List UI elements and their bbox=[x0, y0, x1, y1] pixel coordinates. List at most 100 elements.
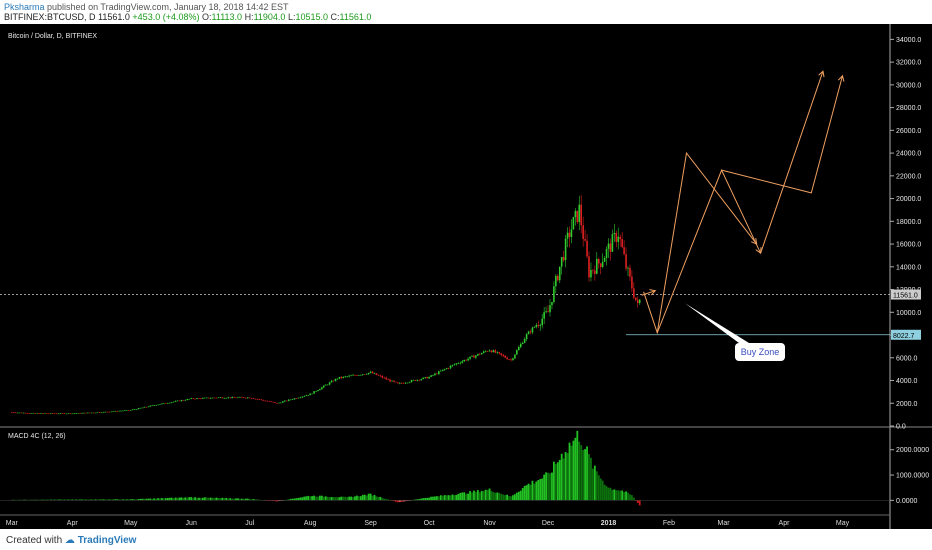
candle bbox=[157, 404, 159, 406]
candle bbox=[264, 400, 267, 402]
macd-bar bbox=[576, 430, 579, 501]
candle bbox=[594, 270, 596, 274]
macd-bar bbox=[531, 480, 534, 501]
candle bbox=[14, 412, 17, 414]
candle bbox=[523, 339, 526, 343]
candle bbox=[100, 412, 103, 414]
candle bbox=[597, 259, 600, 264]
candle bbox=[428, 376, 430, 379]
macd-bar bbox=[539, 479, 542, 501]
candle bbox=[213, 397, 216, 399]
macd-bar bbox=[26, 499, 29, 501]
candle bbox=[108, 411, 111, 413]
macd-bar bbox=[463, 492, 466, 501]
macd-bar bbox=[155, 498, 157, 501]
candle bbox=[463, 359, 465, 362]
macd-bar bbox=[196, 497, 198, 501]
macd-bar bbox=[590, 457, 592, 501]
candle bbox=[81, 413, 83, 414]
main-chart-title: Bitcoin / Dollar, D, BITFINEX bbox=[8, 33, 97, 40]
candle bbox=[621, 239, 623, 248]
macd-bar bbox=[476, 490, 479, 501]
macd-bar bbox=[609, 487, 612, 501]
author-link[interactable]: Pksharma bbox=[4, 2, 45, 12]
candle bbox=[323, 385, 325, 388]
open-label: O: bbox=[202, 12, 212, 22]
price-line-group: 11561.0 8022.7 bbox=[0, 289, 921, 340]
candle bbox=[363, 374, 366, 375]
macd-bar bbox=[517, 491, 520, 501]
candle bbox=[77, 413, 79, 414]
candle bbox=[627, 267, 629, 269]
macd-bar bbox=[36, 499, 39, 501]
projection-path bbox=[760, 71, 824, 254]
candle bbox=[486, 351, 489, 352]
macd-bar bbox=[617, 490, 620, 501]
macd-bar bbox=[225, 497, 228, 501]
candle bbox=[369, 371, 372, 373]
candle bbox=[188, 398, 191, 400]
macd-bar bbox=[172, 498, 175, 501]
x-tick-label: Apr bbox=[779, 520, 791, 527]
macd-bar bbox=[198, 497, 200, 501]
macd-bar bbox=[529, 484, 532, 501]
candle bbox=[498, 352, 501, 354]
macd-bar bbox=[124, 499, 126, 501]
macd-bar bbox=[404, 500, 407, 502]
candle bbox=[326, 384, 329, 386]
macd-bar bbox=[166, 497, 169, 501]
macd-bar bbox=[129, 499, 132, 501]
candle bbox=[430, 375, 432, 377]
projection-path bbox=[721, 75, 843, 194]
chart-area[interactable]: Bitcoin / Dollar, D, BITFINEX MACD 4C (1… bbox=[0, 24, 932, 529]
macd-bar bbox=[145, 498, 148, 501]
candle bbox=[207, 397, 210, 399]
chart-background bbox=[0, 24, 932, 529]
candle bbox=[250, 398, 253, 399]
macd-bar bbox=[580, 445, 583, 501]
macd-bar bbox=[194, 497, 196, 501]
macd-bar bbox=[215, 497, 218, 501]
candle bbox=[383, 377, 386, 379]
candle bbox=[321, 387, 323, 390]
candle bbox=[473, 355, 475, 358]
candle bbox=[537, 324, 540, 326]
x-tick-label: Jul bbox=[245, 520, 254, 527]
candle bbox=[211, 397, 214, 399]
candle bbox=[461, 361, 464, 363]
candle bbox=[342, 376, 345, 378]
candle bbox=[237, 397, 239, 399]
macd-bar bbox=[515, 492, 518, 501]
macd-bar bbox=[135, 499, 138, 501]
candle bbox=[484, 351, 487, 352]
macd-bar bbox=[597, 475, 600, 501]
candle bbox=[170, 402, 173, 403]
candle bbox=[426, 377, 428, 379]
macd-bar bbox=[572, 440, 575, 501]
tradingview-brand[interactable]: TradingView bbox=[77, 535, 137, 546]
candle bbox=[348, 375, 350, 377]
candle bbox=[350, 375, 352, 377]
candle bbox=[402, 383, 405, 384]
candle bbox=[57, 413, 60, 415]
macd-bar bbox=[73, 499, 76, 501]
macd-bar bbox=[512, 495, 514, 501]
candle bbox=[305, 395, 308, 397]
candle bbox=[141, 407, 144, 409]
candle bbox=[443, 369, 446, 370]
x-tick-label: Mar bbox=[6, 520, 19, 527]
candle bbox=[467, 358, 469, 361]
candle bbox=[120, 410, 122, 412]
candles bbox=[11, 195, 641, 415]
tradingview-logo-icon: ☁ bbox=[64, 535, 75, 546]
candle bbox=[291, 399, 294, 400]
macd-bar bbox=[180, 497, 183, 501]
macd-bar bbox=[506, 494, 508, 501]
candle bbox=[367, 372, 370, 375]
candle bbox=[494, 350, 497, 353]
candle bbox=[16, 412, 19, 414]
macd-bar bbox=[537, 480, 540, 501]
macd-bar bbox=[358, 496, 360, 501]
macd-bar bbox=[161, 498, 163, 501]
macd-bar bbox=[570, 445, 573, 501]
